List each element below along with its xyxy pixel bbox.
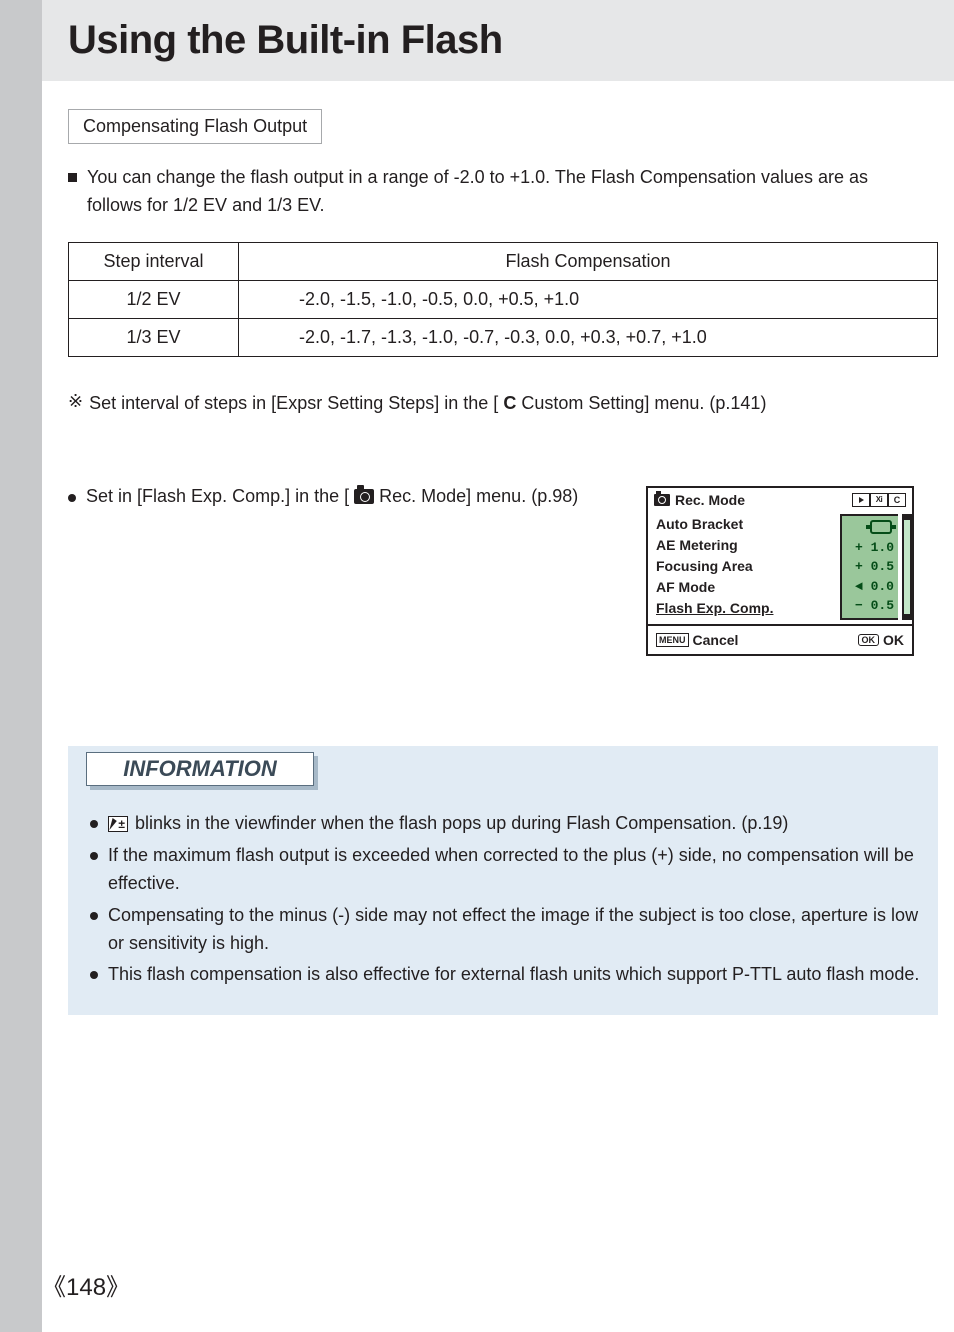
info-heading-wrap: INFORMATION xyxy=(86,746,920,790)
lcd-title: Rec. Mode xyxy=(675,492,852,508)
page-content: Using the Built-in Flash Compensating Fl… xyxy=(42,0,954,1055)
square-bullet-icon xyxy=(68,173,77,182)
page-number-value: 148 xyxy=(66,1274,106,1301)
lcd-value: − 0.5 xyxy=(844,596,894,616)
table-cell-vals: -2.0, -1.7, -1.3, -1.0, -0.7, -0.3, 0.0,… xyxy=(239,318,938,356)
bullet-dot-icon xyxy=(90,971,98,979)
lcd-value-selected: ◄ 0.0 xyxy=(844,577,894,597)
col-header-comp: Flash Compensation xyxy=(239,242,938,280)
table-cell-step: 1/3 EV xyxy=(69,318,239,356)
set-before: Set in [Flash Exp. Comp.] in the [ xyxy=(86,486,354,506)
info-text: blinks in the viewfinder when the flash … xyxy=(130,813,788,833)
custom-c-icon: C xyxy=(503,391,516,416)
play-tab-icon xyxy=(852,493,870,507)
bullet-dot-icon xyxy=(68,494,76,502)
ok-tag-icon: OK xyxy=(858,634,880,646)
lcd-item-selected: Flash Exp. Comp. xyxy=(656,598,840,619)
camera-icon xyxy=(654,494,670,506)
c-tab: C xyxy=(888,493,906,507)
lcd-body: Auto Bracket AE Metering Focusing Area A… xyxy=(648,510,912,624)
set-after: Rec. Mode] menu. (p.98) xyxy=(374,486,578,506)
title-bar: Using the Built-in Flash xyxy=(42,0,954,81)
info-item: Compensating to the minus (-) side may n… xyxy=(90,902,920,958)
lcd-item: Focusing Area xyxy=(656,556,840,577)
col-header-step: Step interval xyxy=(69,242,239,280)
xi-tab: Xi xyxy=(870,493,888,507)
info-item: blinks in the viewfinder when the flash … xyxy=(90,810,920,838)
set-in-text: Set in [Flash Exp. Comp.] in the [ Rec. … xyxy=(86,486,646,507)
menu-tag-icon: MENU xyxy=(656,633,689,647)
info-heading: INFORMATION xyxy=(86,752,314,786)
flash-compensation-icon xyxy=(108,816,128,832)
lcd-item: AE Metering xyxy=(656,535,840,556)
lcd-labels: Auto Bracket AE Metering Focusing Area A… xyxy=(656,514,840,620)
info-list: blinks in the viewfinder when the flash … xyxy=(86,810,920,989)
note-text: Set interval of steps in [Expsr Setting … xyxy=(89,391,914,416)
lcd-item: Auto Bracket xyxy=(656,514,840,535)
info-item: If the maximum flash output is exceeded … xyxy=(90,842,920,898)
scrollbar-cap-icon xyxy=(902,614,912,620)
information-block: INFORMATION blinks in the viewfinder whe… xyxy=(68,746,938,1015)
lcd-scrollbar xyxy=(902,514,912,620)
lcd-value: + 0.5 xyxy=(844,557,894,577)
set-in-row: Set in [Flash Exp. Comp.] in the [ Rec. … xyxy=(68,486,914,656)
bullet-dot-icon xyxy=(90,852,98,860)
table-header-row: Step interval Flash Compensation xyxy=(69,242,938,280)
table-cell-step: 1/2 EV xyxy=(69,280,239,318)
angle-bracket-left-icon: 《 xyxy=(42,1274,66,1301)
lcd-cancel-label: Cancel xyxy=(693,632,739,648)
compensation-table: Step interval Flash Compensation 1/2 EV … xyxy=(68,242,938,357)
info-text: This flash compensation is also effectiv… xyxy=(108,961,920,989)
camera-icon xyxy=(354,489,374,504)
note-before: Set interval of steps in [Expsr Setting … xyxy=(89,393,503,413)
lcd-footer: MENU Cancel OK OK xyxy=(648,624,912,654)
intro-text: You can change the flash output in a ran… xyxy=(87,164,914,220)
intro-paragraph: You can change the flash output in a ran… xyxy=(68,164,914,220)
page-number: 《148》 xyxy=(42,1267,130,1302)
lcd-values-column: + 1.0 + 0.5 ◄ 0.0 − 0.5 xyxy=(840,514,898,620)
lcd-header: Rec. Mode Xi C xyxy=(648,488,912,510)
lcd-item: AF Mode xyxy=(656,577,840,598)
scrollbar-track xyxy=(902,520,912,614)
note-line: ※ Set interval of steps in [Expsr Settin… xyxy=(68,391,914,416)
info-item: This flash compensation is also effectiv… xyxy=(90,961,920,989)
page-left-stripe xyxy=(0,0,42,1332)
left-arrow-icon: ◄ xyxy=(855,579,863,594)
table-cell-vals: -2.0, -1.5, -1.0, -0.5, 0.0, +0.5, +1.0 xyxy=(239,280,938,318)
lcd-value: + 1.0 xyxy=(844,538,894,558)
bullet-dot-icon xyxy=(90,820,98,828)
note-after: Custom Setting] menu. (p.141) xyxy=(516,393,766,413)
table-row: 1/3 EV -2.0, -1.7, -1.3, -1.0, -0.7, -0.… xyxy=(69,318,938,356)
lcd-screenshot: Rec. Mode Xi C Auto Bracket AE Metering … xyxy=(646,486,914,656)
table-row: 1/2 EV -2.0, -1.5, -1.0, -0.5, 0.0, +0.5… xyxy=(69,280,938,318)
angle-bracket-right-icon: 》 xyxy=(106,1274,130,1301)
reference-mark-icon: ※ xyxy=(68,391,83,412)
info-text: Compensating to the minus (-) side may n… xyxy=(108,902,920,958)
lcd-ok-label: OK xyxy=(883,632,904,648)
lcd-panel: Rec. Mode Xi C Auto Bracket AE Metering … xyxy=(646,486,914,656)
metering-icon xyxy=(870,520,892,534)
info-text: If the maximum flash output is exceeded … xyxy=(108,842,920,898)
lcd-tabs: Xi C xyxy=(852,493,906,507)
page-title: Using the Built-in Flash xyxy=(68,18,954,63)
subheading: Compensating Flash Output xyxy=(68,109,322,144)
bullet-dot-icon xyxy=(90,912,98,920)
